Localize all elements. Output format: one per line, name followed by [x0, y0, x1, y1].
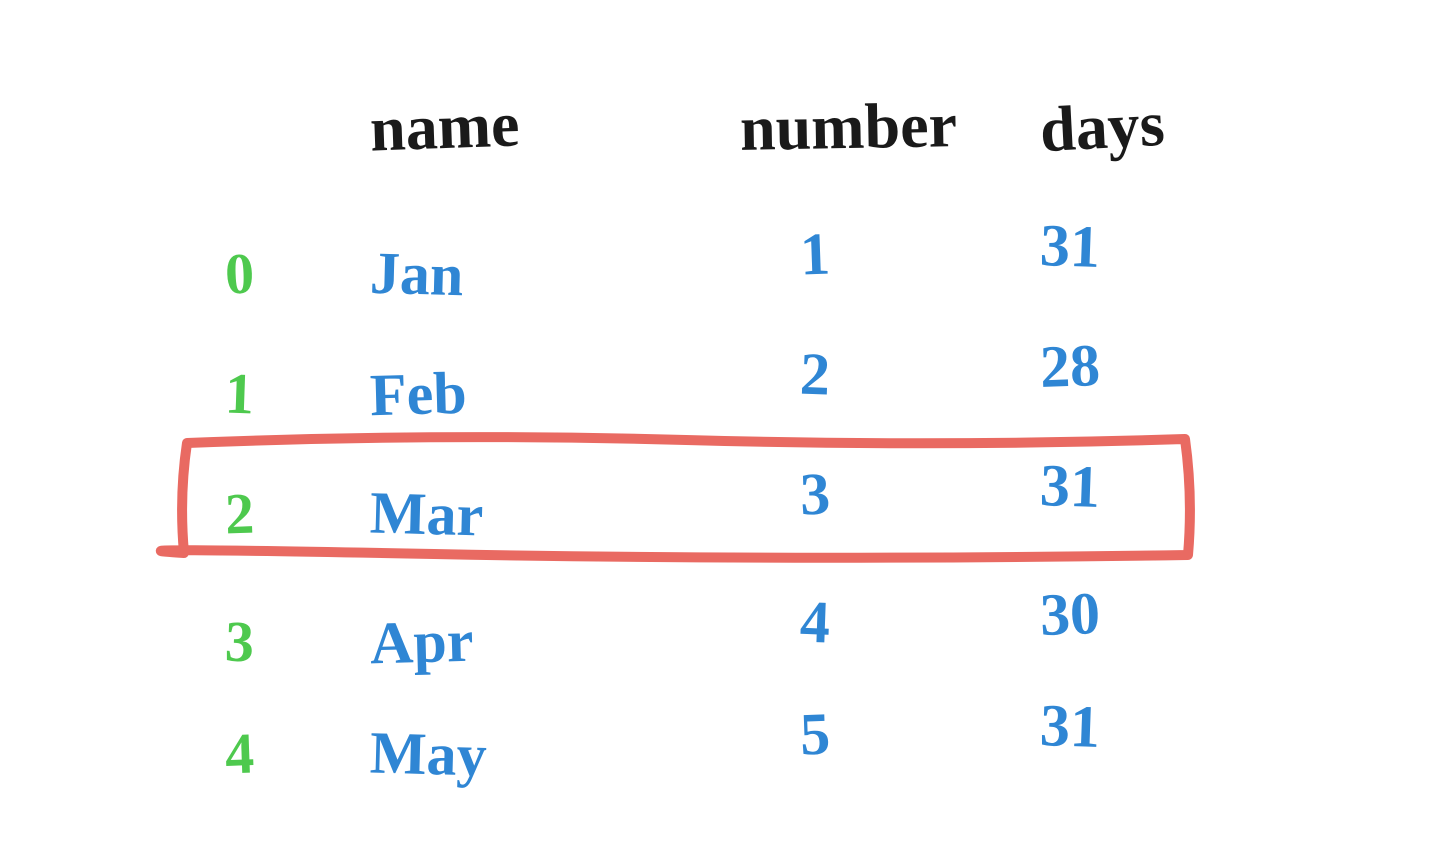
cell-name: Apr	[369, 607, 474, 679]
row-index: 4	[224, 720, 255, 788]
row-index: 3	[224, 608, 255, 676]
cell-name: Feb	[369, 359, 467, 431]
cell-days: 31	[1039, 691, 1101, 762]
cell-name: Mar	[369, 479, 484, 551]
cell-days: 28	[1039, 331, 1101, 402]
cell-days: 31	[1039, 451, 1101, 522]
cell-number: 2	[799, 339, 831, 409]
cell-number: 4	[799, 587, 831, 657]
cell-days: 30	[1039, 579, 1101, 650]
cell-days: 31	[1039, 211, 1101, 282]
cell-number: 3	[799, 459, 831, 529]
cell-name: Jan	[369, 239, 464, 310]
cell-number: 5	[799, 699, 831, 769]
row-highlight-box	[0, 0, 1436, 856]
row-index: 0	[224, 240, 255, 308]
column-header-name: name	[369, 87, 521, 166]
row-index: 2	[224, 480, 255, 548]
row-index: 1	[224, 360, 255, 428]
column-header-number: number	[739, 88, 957, 166]
cell-name: May	[369, 718, 487, 790]
column-header-days: days	[1038, 87, 1166, 167]
cell-number: 1	[799, 219, 831, 289]
